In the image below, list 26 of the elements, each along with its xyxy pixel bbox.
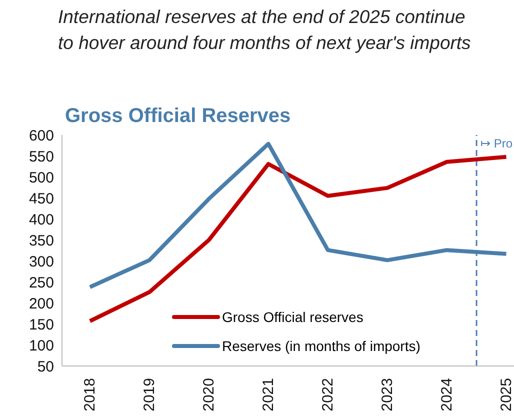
x-tick-label: 2019	[140, 378, 158, 412]
y-tick-label: 300	[28, 253, 54, 270]
y-tick-label: 600	[28, 127, 54, 144]
ref-line-label: ↦ Pro	[480, 136, 513, 151]
x-tick-label: 2018	[81, 378, 98, 412]
y-tick-label: 350	[28, 232, 54, 250]
y-tick-label: 50	[37, 358, 54, 376]
y-tick-label: 550	[28, 148, 54, 166]
y-tick-label: 500	[28, 169, 54, 186]
chart-subtitle: Gross Official Reserves	[65, 105, 291, 128]
chart-title: International reserves at the end of 2025 continue to hover around four months of next year's imports	[58, 5, 471, 55]
line-series	[88, 154, 508, 324]
y-tick-label: 450	[28, 190, 54, 208]
y-tick-label: 150	[28, 316, 54, 334]
x-tick-label: 2023	[378, 378, 396, 412]
legend-label: Gross Official reserves	[222, 308, 364, 324]
y-tick-label: 250	[28, 274, 54, 292]
x-tick-label: 2020	[200, 378, 218, 412]
x-tick-label: 2025	[498, 378, 514, 412]
legend-label: Reserves (in months of imports)	[222, 338, 420, 354]
x-tick-label: 2021	[260, 378, 277, 412]
x-tick-label: 2024	[438, 378, 456, 412]
y-tick-label: 400	[28, 211, 54, 228]
x-tick-label: 2022	[319, 378, 336, 412]
y-tick-label: 100	[28, 337, 54, 354]
y-tick-label: 200	[28, 295, 54, 312]
